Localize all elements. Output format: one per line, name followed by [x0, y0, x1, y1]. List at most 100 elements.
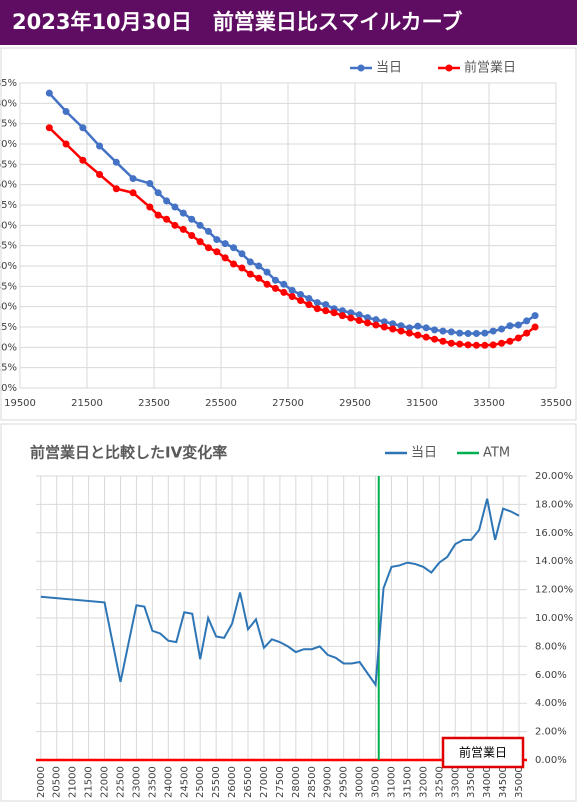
x-tick-label: 21500 — [84, 766, 95, 798]
marker — [464, 330, 472, 338]
marker — [422, 324, 430, 332]
marker — [498, 325, 506, 333]
legend-label: ATM — [483, 446, 510, 461]
header-bar — [0, 0, 577, 45]
x-tick-label: 22500 — [115, 766, 126, 798]
marker — [422, 333, 430, 341]
x-tick-label: 29000 — [323, 766, 334, 798]
marker — [171, 203, 179, 211]
series-line — [40, 498, 520, 688]
x-tick-label: 35500 — [540, 398, 572, 409]
marker — [313, 305, 321, 313]
marker — [489, 327, 497, 335]
marker — [380, 318, 388, 326]
legend-marker — [357, 64, 365, 72]
marker — [246, 258, 254, 266]
x-tick-label: 33000 — [450, 766, 461, 798]
y-tick-label: 20.00% — [535, 471, 573, 482]
marker — [397, 322, 405, 330]
marker — [62, 140, 70, 148]
marker — [347, 314, 355, 322]
marker — [129, 175, 137, 183]
marker — [347, 309, 355, 317]
y-tick-label: 65% — [0, 159, 17, 170]
marker — [313, 299, 321, 307]
marker — [531, 323, 539, 331]
legend-marker — [445, 64, 453, 72]
x-tick-label: 28000 — [291, 766, 302, 798]
x-tick-label: 21000 — [68, 766, 79, 798]
marker — [213, 236, 221, 244]
marker — [129, 189, 137, 197]
x-tick-label: 27500 — [272, 398, 304, 409]
x-tick-label: 26500 — [243, 766, 254, 798]
marker — [431, 326, 439, 334]
marker — [355, 316, 363, 324]
y-tick-label: 25% — [0, 322, 17, 333]
marker — [472, 330, 480, 338]
marker — [464, 341, 472, 349]
marker — [514, 334, 522, 342]
marker — [372, 316, 380, 324]
marker — [255, 274, 263, 282]
marker — [45, 89, 53, 97]
marker — [163, 197, 171, 205]
x-tick-label: 21500 — [71, 398, 103, 409]
marker — [146, 179, 154, 187]
marker — [45, 124, 53, 132]
marker — [305, 301, 313, 309]
marker — [179, 209, 187, 217]
marker — [62, 107, 70, 115]
marker — [288, 293, 296, 300]
marker — [380, 323, 388, 331]
x-tick-label: 27000 — [259, 766, 270, 798]
legend-label: 当日 — [376, 61, 402, 76]
marker — [79, 156, 87, 164]
marker — [196, 221, 204, 229]
y-tick-label: 40% — [0, 261, 17, 272]
marker — [112, 185, 120, 193]
marker — [305, 295, 313, 303]
marker — [414, 322, 422, 330]
x-tick-label: 29500 — [339, 766, 350, 798]
x-tick-label: 31500 — [402, 766, 413, 798]
y-tick-label: 14.00% — [535, 556, 573, 567]
y-tick-label: 50% — [0, 220, 17, 231]
marker — [171, 221, 179, 229]
marker — [405, 329, 413, 337]
x-tick-label: 30500 — [371, 766, 382, 798]
marker — [355, 311, 363, 319]
marker — [188, 232, 196, 239]
marker — [96, 171, 104, 178]
marker — [188, 215, 196, 223]
x-tick-label: 34000 — [482, 766, 493, 798]
marker — [514, 321, 522, 329]
marker — [204, 227, 212, 235]
marker — [179, 225, 187, 233]
marker — [322, 307, 330, 315]
legend-label: 前営業日 — [464, 60, 516, 76]
marker — [506, 337, 514, 345]
x-tick-label: 19500 — [4, 398, 36, 409]
marker — [338, 307, 346, 315]
marker — [79, 124, 87, 132]
marker — [439, 337, 447, 345]
marker — [414, 331, 422, 339]
marker — [271, 284, 279, 292]
y-tick-label: 12.00% — [535, 585, 573, 596]
x-tick-label: 20500 — [52, 766, 63, 798]
marker — [230, 244, 238, 252]
marker — [405, 324, 413, 332]
chart-title: 前営業日と比較したIV変化率 — [30, 444, 227, 462]
y-tick-label: 35% — [0, 281, 17, 292]
marker — [271, 276, 279, 284]
marker — [112, 158, 120, 166]
y-tick-label: 45% — [0, 241, 17, 252]
y-tick-label: 16.00% — [535, 528, 573, 539]
x-tick-label: 27500 — [275, 766, 286, 798]
y-tick-label: 15% — [0, 363, 17, 374]
x-tick-label: 34500 — [498, 766, 509, 798]
marker — [238, 264, 246, 272]
x-tick-label: 31000 — [386, 766, 397, 798]
